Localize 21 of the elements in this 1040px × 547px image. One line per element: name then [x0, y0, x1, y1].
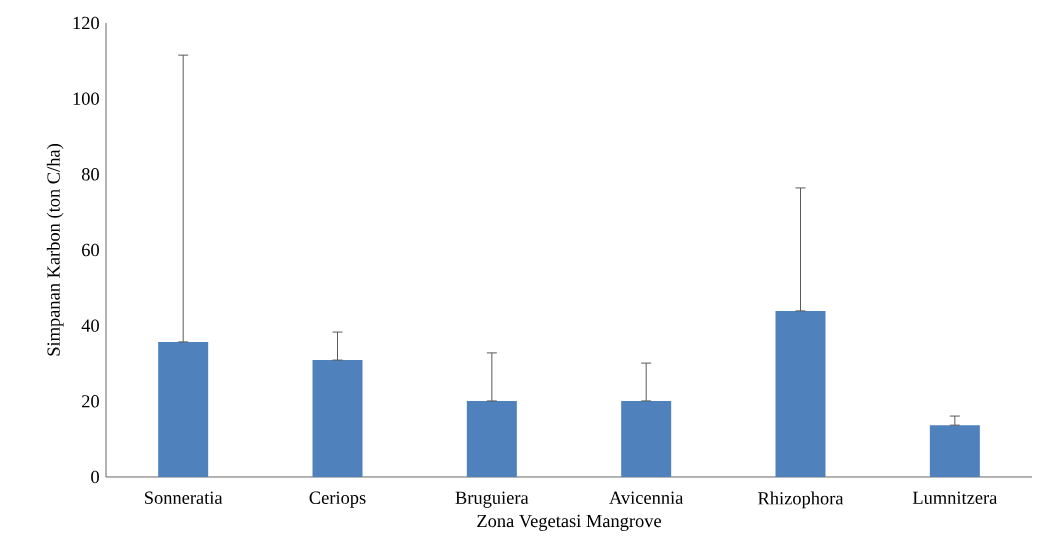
y-tick-label: 0 — [91, 470, 99, 484]
x-tick-label: Avicennia — [609, 491, 684, 504]
bar — [466, 400, 517, 477]
x-tick-label: Sonneratia — [145, 491, 223, 504]
bar — [312, 360, 363, 477]
x-tick-label: Lumnitzera — [912, 491, 998, 504]
x-axis-title: Zona Vegetasi Mangrove — [477, 514, 662, 531]
bar — [158, 341, 209, 477]
y-axis-title: Simpanan Karbon (ton C/ha) — [46, 144, 64, 356]
y-tick-label: 60 — [82, 243, 99, 257]
y-tick-label: 20 — [82, 395, 99, 408]
x-tick-label: Bruguiera — [455, 491, 529, 508]
y-tick-label: 120 — [73, 16, 99, 30]
y-tick-label: 80 — [81, 168, 99, 181]
x-tick-label: Ceriops — [309, 491, 366, 508]
bar — [621, 400, 672, 477]
bar — [929, 425, 980, 477]
x-tick-label: Rhizophora — [758, 491, 844, 509]
y-tick-label: 40 — [81, 319, 99, 332]
bar — [775, 310, 826, 477]
y-tick-label: 100 — [73, 92, 99, 105]
